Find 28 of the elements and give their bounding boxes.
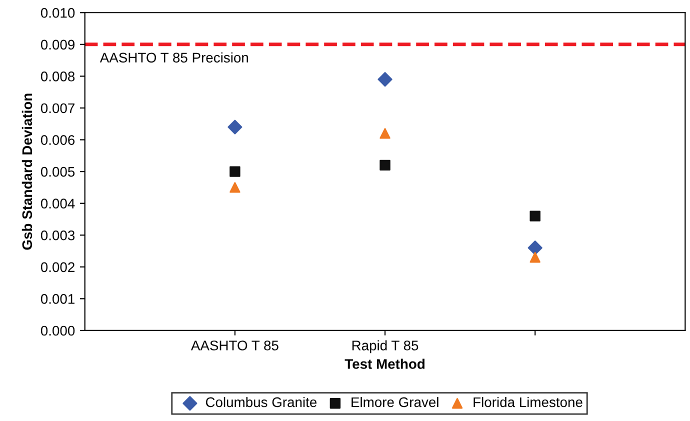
ref-line-label: AASHTO T 85 Precision xyxy=(100,52,248,63)
point xyxy=(230,182,240,193)
point xyxy=(380,160,390,171)
point xyxy=(528,240,542,256)
y-tick-label: 0.004 xyxy=(40,198,75,209)
legend-label: Columbus Granite xyxy=(206,396,317,408)
point xyxy=(380,128,390,139)
y-tick-label: 0.005 xyxy=(40,166,75,177)
y-tick-label: 0.001 xyxy=(40,294,74,304)
y-tick-label: 0.007 xyxy=(40,103,74,114)
y-tick-label: 0.006 xyxy=(40,135,75,145)
point xyxy=(530,252,540,263)
point xyxy=(530,210,540,222)
point xyxy=(378,72,392,87)
y-tick-label: 0.002 xyxy=(40,262,74,272)
y-tick-label: 0.000 xyxy=(40,326,75,336)
legend-label: Florida Limestone xyxy=(474,396,582,408)
x-tick-label: Rapid T 85 xyxy=(352,340,418,354)
x-axis-title: Test Method xyxy=(344,358,424,369)
y-tick-label: 0.003 xyxy=(40,230,75,240)
y-axis-title: Gsb Standard Deviation xyxy=(22,94,32,250)
x-tick-label: AASHTO T 85 xyxy=(190,340,278,350)
point xyxy=(230,166,240,177)
y-tick-label: 0.008 xyxy=(40,72,75,82)
legend-label: Elmore Gravel xyxy=(352,396,438,408)
y-tick-label: 0.009 xyxy=(40,40,74,50)
y-tick-label: 0.010 xyxy=(40,8,75,18)
point xyxy=(228,120,242,134)
